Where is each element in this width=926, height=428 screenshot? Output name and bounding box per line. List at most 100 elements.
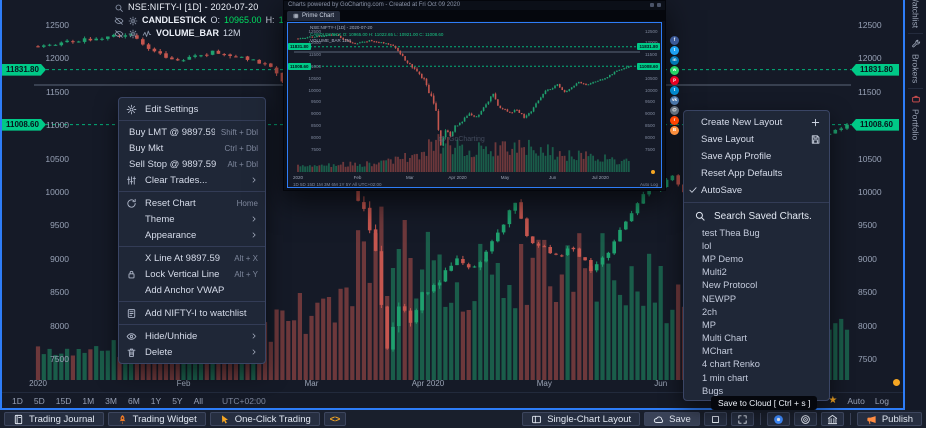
megaphone-icon xyxy=(866,414,877,425)
series-settings-gear-icon[interactable] xyxy=(128,16,138,26)
mini-timeframes: 1D 5D 15D 1M 3M 6M 1Y 5Y All UTC+02:00 xyxy=(293,182,382,187)
context-menu-item[interactable]: Edit Settings xyxy=(119,101,265,117)
context-menu-item[interactable]: Buy Mkt Ctrl + Dbl xyxy=(119,140,265,156)
share-pinterest-icon[interactable]: p xyxy=(670,76,679,85)
context-menu-item[interactable]: Clear Trades... xyxy=(119,172,265,188)
square-icon xyxy=(710,414,721,425)
one-click-trading-button[interactable]: One-Click Trading xyxy=(209,412,320,426)
saved-chart-item[interactable]: MP Demo xyxy=(702,253,744,264)
context-menu-item[interactable]: Hide/Unhide xyxy=(119,328,265,344)
share-blogger-icon[interactable]: B xyxy=(670,126,679,135)
share-twitter-icon[interactable]: t xyxy=(670,46,679,55)
share-whatsapp-icon[interactable]: w xyxy=(670,66,679,75)
share-facebook-icon[interactable]: f xyxy=(670,36,679,45)
target-button[interactable] xyxy=(793,412,817,426)
saved-chart-item[interactable]: New Protocol xyxy=(702,280,758,291)
context-menu-item[interactable]: Buy LMT @ 9897.59 Shift + Dbl xyxy=(119,124,265,140)
menu-item-shortcut: Home xyxy=(236,198,258,208)
layout-menu-item[interactable]: AutoSave xyxy=(684,182,829,199)
context-menu-item[interactable]: Add Anchor VWAP xyxy=(119,282,265,298)
bank-icon xyxy=(827,414,838,425)
trading-journal-button[interactable]: Trading Journal xyxy=(4,412,104,426)
screenshot-button[interactable] xyxy=(766,412,790,426)
saved-chart-item[interactable]: 1 min chart xyxy=(702,372,748,383)
select-tool-button[interactable] xyxy=(703,412,727,426)
pointer-icon xyxy=(219,414,230,425)
saved-chart-item[interactable]: lol xyxy=(702,240,712,251)
context-menu-item[interactable]: Delete xyxy=(119,344,265,360)
layout-menu-item[interactable]: Save Layout xyxy=(684,131,829,148)
share-vk-icon[interactable]: vk xyxy=(670,96,679,105)
favorite-star-icon[interactable]: ★ xyxy=(828,395,838,406)
minimize-icon[interactable] xyxy=(650,3,654,7)
chevron-icon xyxy=(250,215,258,223)
share-telegram-icon[interactable]: t xyxy=(670,86,679,95)
divider xyxy=(849,413,851,425)
auto-scale-toggle[interactable]: Auto xyxy=(847,395,865,406)
saved-chart-item[interactable]: Multi2 xyxy=(702,267,727,278)
preview-window-controls[interactable] xyxy=(650,3,661,7)
context-menu-item[interactable]: Theme xyxy=(119,211,265,227)
context-menu-item[interactable]: Appearance xyxy=(119,227,265,243)
layout-menu-item[interactable]: Create New Layout xyxy=(684,114,829,131)
saved-chart-item[interactable]: Bugs xyxy=(702,385,724,396)
timeframe-1m[interactable]: 1M xyxy=(82,395,95,406)
timeframe-5d[interactable]: 5D xyxy=(33,395,45,406)
search-saved-charts-input[interactable]: Search Saved Charts. xyxy=(684,206,829,226)
publish-button[interactable]: Publish xyxy=(856,412,922,426)
close-icon[interactable] xyxy=(657,3,661,7)
magnifier-icon[interactable] xyxy=(114,3,124,13)
exchange-button[interactable] xyxy=(820,412,844,426)
saved-chart-item[interactable]: MChart xyxy=(702,346,733,357)
notification-dot[interactable] xyxy=(893,379,900,386)
single-chart-layout-button[interactable]: Single-Chart Layout xyxy=(522,412,641,426)
layout-menu-item[interactable]: Save App Profile xyxy=(684,148,829,165)
timeframe-1y[interactable]: 1Y xyxy=(150,395,162,406)
briefcase-icon xyxy=(911,94,921,104)
timezone-label[interactable]: UTC+02:00 xyxy=(222,395,266,406)
wrench-icon xyxy=(911,39,921,49)
hide-series-icon[interactable] xyxy=(114,16,124,26)
preview-frame[interactable]: Charts powered by GoCharting.com - Creat… xyxy=(283,0,666,191)
layout-menu-item[interactable]: Reset App Defaults xyxy=(684,165,829,182)
saved-chart-item[interactable]: 2ch xyxy=(702,306,717,317)
share-reddit-icon[interactable]: r xyxy=(670,116,679,125)
timeframe-6m[interactable]: 6M xyxy=(127,395,140,406)
hide-volume-icon[interactable] xyxy=(114,29,124,39)
saved-chart-item[interactable]: MP xyxy=(702,319,716,330)
tab-portfolio[interactable]: Portfolio xyxy=(905,89,926,145)
share-linkedin-icon[interactable]: in xyxy=(670,56,679,65)
preview-tab-prime-chart[interactable]: Prime Chart xyxy=(287,11,341,21)
share-email-icon[interactable]: @ xyxy=(670,106,679,115)
saved-chart-item[interactable]: Multi Chart xyxy=(702,333,747,344)
timeframe-5y[interactable]: 5Y xyxy=(172,395,183,406)
timeframe-3m[interactable]: 3M xyxy=(105,395,117,406)
tab-brokers[interactable]: Brokers xyxy=(905,34,926,88)
timeframe-15d[interactable]: 15D xyxy=(55,395,72,406)
fullscreen-button[interactable] xyxy=(730,412,754,426)
code-button[interactable]: <> xyxy=(323,412,347,426)
trading-widget-button[interactable]: Trading Widget xyxy=(107,412,206,426)
timeframe-all[interactable]: All xyxy=(193,395,204,406)
save-button[interactable]: Save xyxy=(644,412,700,426)
volume-settings-gear-icon[interactable] xyxy=(128,29,138,39)
saved-chart-item[interactable]: test Thea Bug xyxy=(702,227,760,238)
menu-item-shortcut: Alt + X xyxy=(234,253,258,263)
timeframe-1d[interactable]: 1D xyxy=(12,395,23,406)
context-menu-item[interactable]: X Line At 9897.59 Alt + X xyxy=(119,250,265,266)
tab-watchlist[interactable]: Watchlist xyxy=(905,0,926,33)
saved-chart-item[interactable]: NEWPP xyxy=(702,293,737,304)
context-menu-item[interactable]: Reset Chart Home xyxy=(119,195,265,211)
chart-icon xyxy=(293,13,299,19)
log-scale-toggle[interactable]: Log xyxy=(874,395,889,406)
screenshot-preview-window: Charts powered by GoCharting.com - Creat… xyxy=(283,0,679,191)
mini-price-tick: 11500 xyxy=(645,52,658,58)
context-menu-item[interactable]: Lock Vertical Line Alt + Y xyxy=(119,266,265,282)
time-axis[interactable]: 2020 Feb Mar Apr 2020 May Jun xyxy=(2,379,903,390)
context-menu-item[interactable]: Sell Stop @ 9897.59 Alt + Dbl xyxy=(119,156,265,172)
context-menu-item[interactable]: Add NIFTY-I to watchlist xyxy=(119,305,265,321)
mini-time-axis: 2020 Feb Mar Apr 2020 May Jun Jul 2020 xyxy=(288,175,661,182)
saved-chart-item[interactable]: 4 chart Renko xyxy=(702,359,760,370)
camera-icon xyxy=(773,414,784,425)
